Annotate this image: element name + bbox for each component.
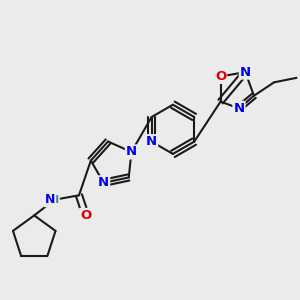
Text: O: O	[80, 209, 91, 222]
Text: H: H	[50, 195, 59, 205]
Text: O: O	[215, 70, 226, 83]
Text: N: N	[240, 66, 251, 79]
Text: N: N	[98, 176, 109, 189]
Text: N: N	[146, 135, 157, 148]
Text: N: N	[45, 193, 55, 206]
Text: N: N	[126, 146, 137, 158]
Text: N: N	[233, 102, 244, 115]
